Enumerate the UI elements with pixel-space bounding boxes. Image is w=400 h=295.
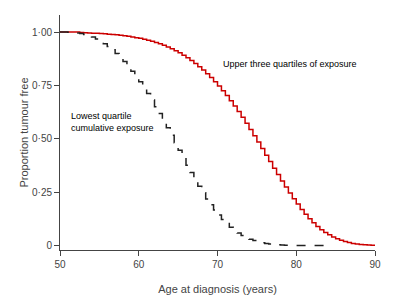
svg-text:1·00: 1·00 (32, 27, 52, 38)
svg-text:60: 60 (133, 259, 145, 270)
svg-text:0·25: 0·25 (32, 187, 52, 198)
svg-text:0·75: 0·75 (32, 80, 52, 91)
svg-text:Lowest quartilecumulative expo: Lowest quartilecumulative exposure (71, 111, 154, 133)
svg-text:50: 50 (54, 259, 66, 270)
svg-text:90: 90 (369, 259, 381, 270)
svg-text:0: 0 (46, 240, 52, 251)
svg-text:Upper three quartiles of expos: Upper three quartiles of exposure (223, 59, 357, 69)
svg-text:80: 80 (291, 259, 303, 270)
svg-text:Proportion tumour free: Proportion tumour free (18, 77, 30, 187)
svg-text:0·50: 0·50 (32, 133, 52, 144)
svg-text:Age at diagnosis (years): Age at diagnosis (years) (158, 283, 277, 295)
svg-text:70: 70 (212, 259, 224, 270)
